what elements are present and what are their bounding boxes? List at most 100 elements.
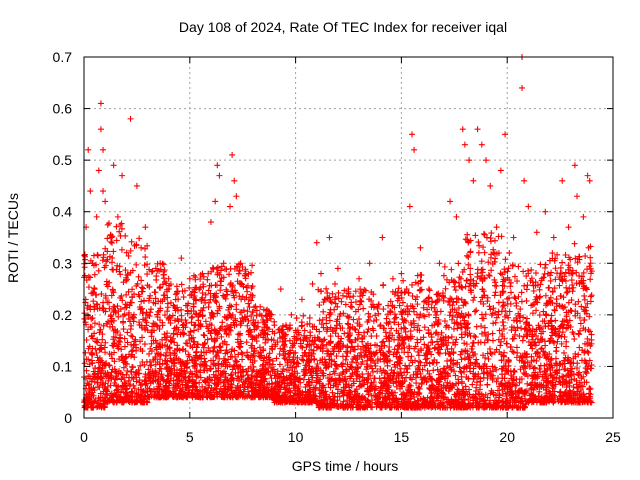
data-point bbox=[202, 339, 209, 346]
data-point bbox=[126, 351, 133, 358]
data-point bbox=[314, 361, 321, 368]
data-point bbox=[90, 298, 97, 305]
data-point bbox=[484, 375, 491, 382]
data-point bbox=[132, 336, 139, 343]
data-point bbox=[354, 343, 361, 350]
data-point bbox=[536, 286, 543, 293]
data-point bbox=[89, 315, 96, 322]
data-point bbox=[235, 270, 242, 277]
data-point bbox=[398, 289, 405, 296]
data-point bbox=[473, 356, 480, 363]
data-point bbox=[116, 228, 123, 235]
data-point bbox=[301, 327, 308, 334]
data-point bbox=[517, 306, 524, 313]
data-point bbox=[199, 383, 206, 390]
data-point bbox=[588, 292, 595, 299]
data-point bbox=[396, 302, 403, 309]
data-point bbox=[395, 371, 402, 378]
data-point bbox=[100, 322, 107, 329]
data-point bbox=[576, 314, 583, 321]
data-point bbox=[491, 292, 498, 299]
data-point bbox=[399, 299, 406, 306]
data-point bbox=[338, 298, 345, 305]
data-point bbox=[484, 381, 491, 388]
data-point bbox=[340, 310, 347, 317]
data-point bbox=[128, 368, 135, 375]
data-point bbox=[487, 390, 494, 397]
data-point bbox=[538, 277, 545, 284]
data-point bbox=[420, 334, 427, 341]
data-point bbox=[300, 312, 307, 319]
data-point bbox=[494, 387, 501, 394]
data-point bbox=[409, 292, 416, 299]
data-point bbox=[467, 265, 474, 272]
data-point bbox=[326, 371, 333, 378]
data-point bbox=[557, 264, 564, 271]
data-point bbox=[106, 305, 113, 312]
data-point bbox=[138, 277, 145, 284]
data-point bbox=[417, 286, 424, 293]
data-point bbox=[460, 313, 467, 320]
data-point bbox=[117, 388, 124, 395]
data-point bbox=[472, 334, 479, 341]
data-point bbox=[581, 292, 588, 299]
data-point bbox=[378, 370, 385, 377]
data-point bbox=[171, 339, 178, 346]
data-point bbox=[520, 333, 527, 340]
data-point bbox=[120, 326, 127, 333]
data-point bbox=[168, 338, 175, 345]
data-point bbox=[371, 386, 378, 393]
data-point bbox=[441, 263, 448, 270]
data-point bbox=[530, 287, 537, 294]
data-point bbox=[587, 342, 594, 349]
data-point bbox=[548, 312, 555, 319]
data-point bbox=[572, 255, 579, 262]
data-point bbox=[448, 266, 455, 273]
data-point bbox=[136, 293, 143, 300]
data-point bbox=[537, 261, 544, 268]
data-point bbox=[430, 367, 437, 374]
data-point bbox=[420, 304, 427, 311]
data-point bbox=[476, 242, 483, 249]
data-point bbox=[484, 294, 491, 301]
data-point bbox=[299, 356, 306, 363]
data-point bbox=[489, 337, 496, 344]
data-point bbox=[109, 239, 116, 246]
data-point bbox=[300, 376, 307, 383]
data-point bbox=[465, 261, 472, 268]
data-point bbox=[352, 288, 359, 295]
data-point bbox=[120, 279, 127, 286]
data-point bbox=[324, 375, 331, 382]
data-point bbox=[118, 346, 125, 353]
data-point bbox=[357, 298, 364, 305]
data-point bbox=[548, 269, 555, 276]
data-point bbox=[587, 385, 594, 392]
data-point bbox=[469, 343, 476, 350]
data-point bbox=[232, 357, 239, 364]
data-point bbox=[369, 365, 376, 372]
data-point bbox=[488, 312, 495, 319]
data-point bbox=[584, 300, 591, 307]
data-point bbox=[184, 340, 191, 347]
data-point bbox=[587, 276, 594, 283]
data-point bbox=[445, 299, 452, 306]
data-point bbox=[426, 287, 433, 294]
data-point bbox=[147, 306, 154, 313]
data-point bbox=[201, 332, 208, 339]
data-point bbox=[469, 339, 476, 346]
data-point bbox=[336, 375, 343, 382]
data-point bbox=[287, 349, 294, 356]
data-point bbox=[161, 312, 168, 319]
data-point bbox=[587, 260, 594, 267]
data-point bbox=[356, 316, 363, 323]
data-point bbox=[451, 283, 458, 290]
data-point bbox=[408, 353, 415, 360]
data-point bbox=[549, 250, 556, 257]
data-point bbox=[122, 267, 129, 274]
data-point bbox=[350, 293, 357, 300]
data-point bbox=[118, 220, 125, 227]
data-point bbox=[94, 251, 101, 258]
data-point bbox=[191, 321, 198, 328]
data-point bbox=[402, 318, 409, 325]
data-point bbox=[562, 354, 569, 361]
